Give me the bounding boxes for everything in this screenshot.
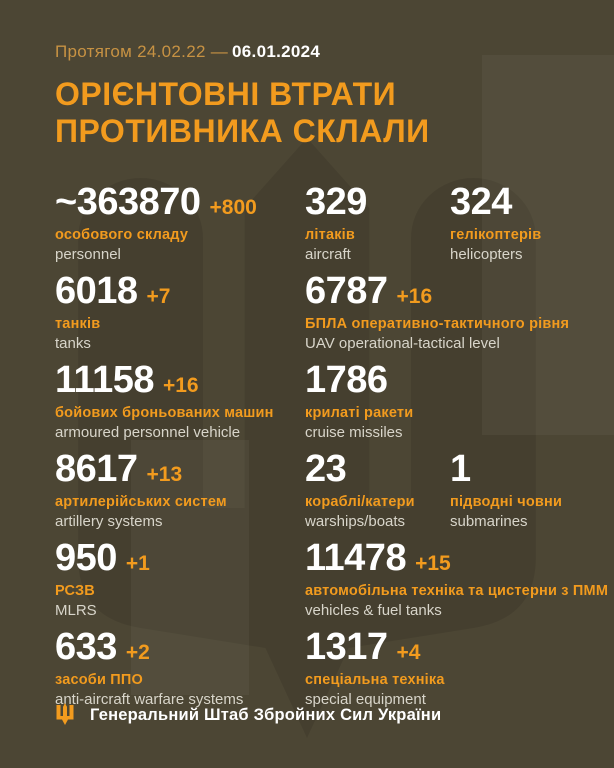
stat-number-line: 11478 +15 bbox=[305, 536, 562, 580]
stat-label-uk: особового складу bbox=[55, 227, 189, 243]
stat-number-line: 23 bbox=[305, 447, 450, 491]
stat-number-line: 8617 +13 bbox=[55, 447, 305, 491]
period-label: Протягом 24.02.22 — bbox=[55, 42, 229, 61]
stat-number-line: 1317 +4 bbox=[305, 625, 562, 669]
stat-label-en: helicopters bbox=[450, 246, 523, 263]
stat-cell: 1786 крилаті ракети cruise missiles bbox=[305, 358, 562, 442]
stat-delta: +7 bbox=[146, 285, 171, 308]
stat-label-en: vehicles & fuel tanks bbox=[305, 602, 442, 619]
stat-value: 1786 bbox=[305, 359, 388, 401]
footer-org-label: Генеральний Штаб Збройних Сил України bbox=[90, 705, 442, 724]
stat-delta: +4 bbox=[396, 641, 421, 664]
stat-label-en: special equipment bbox=[305, 691, 426, 708]
stat-label-uk: автомобільна техніка та цистерни з ПММ bbox=[305, 583, 609, 599]
stat-number-line: 950 +1 bbox=[55, 536, 305, 580]
stat-value: 23 bbox=[305, 448, 347, 490]
stat-number-line: 324 bbox=[450, 180, 562, 224]
stat-label-en: aircraft bbox=[305, 246, 351, 263]
stat-label-en: UAV operational-tactical level bbox=[305, 335, 500, 352]
stat-value: 11478 bbox=[305, 537, 407, 579]
stat-cell: 11158 +16 бойових броньованих машин armoure… bbox=[55, 358, 305, 442]
stat-label-uk: танків bbox=[55, 316, 101, 332]
stat-value: 1 bbox=[450, 448, 471, 490]
stat-cell: 324 гелікоптерів helicopters bbox=[450, 180, 562, 264]
stat-value: 324 bbox=[450, 181, 512, 223]
stat-cell: 11478 +15 автомобільна техніка та цистерни… bbox=[305, 536, 609, 620]
stat-value: 329 bbox=[305, 181, 367, 223]
stat-cell: ~363870 +800 особового складу personnel bbox=[55, 180, 305, 264]
stat-value: 11158 bbox=[55, 359, 154, 401]
stat-cell: 950 +1 РСЗВ MLRS bbox=[55, 536, 305, 620]
stat-cell: 23 кораблі/катери warships/boats bbox=[305, 447, 450, 531]
stat-label-en: MLRS bbox=[55, 602, 97, 619]
stat-label-uk: РСЗВ bbox=[55, 583, 95, 599]
stat-label-en: anti-aircraft warfare systems bbox=[55, 691, 244, 708]
stat-delta: +15 bbox=[415, 552, 451, 575]
stat-value: 633 bbox=[55, 626, 117, 668]
stat-label-en: artillery systems bbox=[55, 513, 163, 530]
stat-number-line: 6018 +7 bbox=[55, 269, 305, 313]
page-title-line2: ПРОТИВНИКА СКЛАЛИ bbox=[55, 113, 430, 149]
stat-cell: 8617 +13 артилерійських систем artillery sy… bbox=[55, 447, 305, 531]
stat-label-uk: підводні човни bbox=[450, 494, 563, 510]
stat-label-uk: кораблі/катери bbox=[305, 494, 415, 510]
page-title: ОРІЄНТОВНІ ВТРАТИ ПРОТИВНИКА СКЛАЛИ bbox=[55, 76, 559, 150]
stat-label-uk: літаків bbox=[305, 227, 356, 243]
report-period: Протягом 24.02.22 —06.01.2024 bbox=[55, 42, 559, 62]
trident-icon bbox=[56, 703, 74, 725]
stat-label-en: cruise missiles bbox=[305, 424, 403, 441]
stat-number-line: 329 bbox=[305, 180, 450, 224]
stat-cell: 1317 +4 спеціальна техніка special equipmen… bbox=[305, 625, 562, 709]
stats-grid: ~363870 +800 особового складу personnel 329 л… bbox=[55, 180, 609, 709]
stat-label-en: submarines bbox=[450, 513, 528, 530]
stat-label-uk: артилерійських систем bbox=[55, 494, 227, 510]
stat-cell: 6787 +16 БПЛА оперативно-тактичного рівня U… bbox=[305, 269, 570, 353]
stat-delta: +13 bbox=[146, 463, 183, 486]
stat-cell: 6018 +7 танків tanks bbox=[55, 269, 305, 353]
stat-label-uk: гелікоптерів bbox=[450, 227, 542, 243]
stat-delta: +800 bbox=[209, 196, 257, 219]
stat-value: 1317 bbox=[305, 626, 388, 668]
stat-value: ~363870 bbox=[55, 181, 201, 223]
stat-number-line: 1786 bbox=[305, 358, 562, 402]
stat-number-line: 1 bbox=[450, 447, 562, 491]
stat-value: 6787 bbox=[305, 270, 388, 312]
stat-delta: +1 bbox=[125, 552, 150, 575]
stat-number-line: 11158 +16 bbox=[55, 358, 305, 402]
stat-label-uk: БПЛА оперативно-тактичного рівня bbox=[305, 316, 570, 332]
report-date: 06.01.2024 bbox=[232, 42, 321, 61]
stat-label-en: armoured personnel vehicle bbox=[55, 424, 241, 441]
stat-delta: +16 bbox=[396, 285, 433, 308]
stat-label-en: personnel bbox=[55, 246, 121, 263]
stat-value: 950 bbox=[55, 537, 117, 579]
stat-number-line: 633 +2 bbox=[55, 625, 305, 669]
stat-label-uk: спеціальна техніка bbox=[305, 672, 445, 688]
stat-cell: 633 +2 засоби ППО anti-aircraft warfare sys… bbox=[55, 625, 305, 709]
page-title-line1: ОРІЄНТОВНІ ВТРАТИ bbox=[55, 76, 397, 112]
stat-number-line: ~363870 +800 bbox=[55, 180, 305, 224]
stat-label-uk: бойових броньованих машин bbox=[55, 405, 274, 421]
stat-label-en: tanks bbox=[55, 335, 91, 352]
stat-label-uk: засоби ППО bbox=[55, 672, 144, 688]
stat-value: 8617 bbox=[55, 448, 138, 490]
stat-value: 6018 bbox=[55, 270, 138, 312]
stat-label-uk: крилаті ракети bbox=[305, 405, 414, 421]
stat-delta: +16 bbox=[162, 374, 199, 397]
stat-delta: +2 bbox=[125, 641, 150, 664]
stat-number-line: 6787 +16 bbox=[305, 269, 562, 313]
stat-cell: 1 підводні човни submarines bbox=[450, 447, 562, 531]
footer: Генеральний Штаб Збройних Сил України bbox=[55, 702, 441, 728]
stat-cell: 329 літаків aircraft bbox=[305, 180, 450, 264]
stat-label-en: warships/boats bbox=[305, 513, 406, 530]
